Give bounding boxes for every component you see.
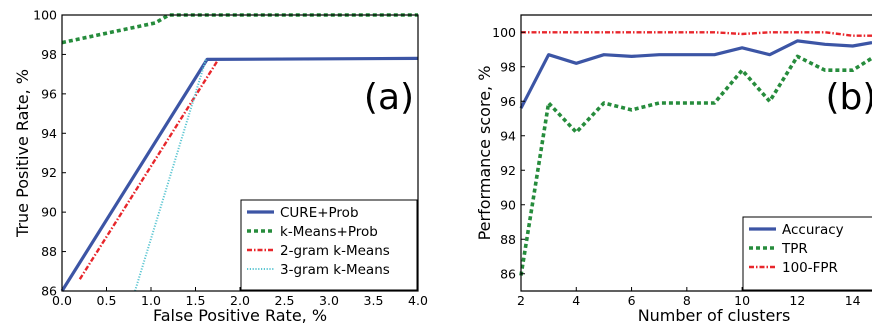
panel-a-x-tick-label: 3.0 <box>319 293 339 308</box>
panel-a-x-tick-label: 2.5 <box>275 293 295 308</box>
panel-a-label: (a) <box>364 77 414 118</box>
panel-b-y-tick-label: 100 <box>492 25 516 40</box>
panel-b-x-tick-label: 14 <box>845 293 861 308</box>
panel-a-legend-entry: k-Means+Prob <box>280 224 378 240</box>
panel-b-x-tick-label: 4 <box>572 293 580 308</box>
panel-b-y-tick-label: 94 <box>500 128 516 143</box>
panel-a-x-axis-label: False Positive Rate, % <box>153 306 327 325</box>
panel-b-y-tick-label: 88 <box>500 232 516 247</box>
panel-b-legend: Accuracy TPR 100-FPR <box>742 216 872 291</box>
panel-b-y-tick-label: 98 <box>500 59 516 74</box>
panel-b-y-axis-label: Performance score, % <box>475 66 494 241</box>
panel-a-y-tick-label: 96 <box>41 86 57 101</box>
panel-a-legend-entry: 2-gram k-Means <box>280 243 390 259</box>
panel-b-x-axis-label: Number of clusters <box>638 306 791 325</box>
panel-b-y-tick-label: 86 <box>500 266 516 281</box>
panel-a-x-tick-label: 2.0 <box>230 293 250 308</box>
panel-a-y-tick-label: 86 <box>41 284 57 299</box>
panel-b-series-line-1 <box>519 39 872 109</box>
panel-a-y-tick-label: 92 <box>41 165 57 180</box>
panel-a-legend-box <box>240 199 418 291</box>
panel-a-y-tick-label: 90 <box>41 205 57 220</box>
panel-a-series-line-4 <box>134 58 208 292</box>
panel-a-legend-entry: CURE+Prob <box>280 205 359 221</box>
panel-a-x-tick-label: 1.5 <box>186 293 206 308</box>
panel-b-legend-entry: TPR <box>781 241 808 257</box>
panel-b-frame <box>520 14 872 292</box>
panel-a-series-line-3 <box>78 59 219 280</box>
panel-b-legend-entry: 100-FPR <box>782 260 838 276</box>
panel-a-y-tick-label: 98 <box>41 47 57 62</box>
panel-a-legend-entry: 3-gram k-Means <box>280 262 390 278</box>
panel-a-y-tick-label: 94 <box>41 126 57 141</box>
panel-a-chart: 0.0 0.5 1.0 1.5 2.0 2.5 3.0 3.5 4.0 86 88 90 92 94 96 9… <box>13 8 428 325</box>
panel-b-x-tick-label: 12 <box>789 293 805 308</box>
panel-a-y-tick-label: 100 <box>33 8 57 23</box>
panel-b-x-tick-label: 8 <box>683 293 691 308</box>
panel-b-x-tick-label: 10 <box>734 293 750 308</box>
panel-b-legend-entry: Accuracy <box>782 222 844 238</box>
panel-a-series <box>60 13 419 292</box>
panel-b-label: (b) <box>826 77 872 118</box>
panel-a-x-tick-label: 3.5 <box>364 293 384 308</box>
panel-a-x-tick-label: 4.0 <box>408 293 428 308</box>
panel-b-x-tick-label: 2 <box>517 293 525 308</box>
panel-b-series <box>519 31 872 276</box>
panel-a-y-tick-label: 88 <box>41 244 57 259</box>
panel-a-series-line-2 <box>61 13 418 45</box>
panel-a-x-tick-label: 0.5 <box>97 293 117 308</box>
panel-a-y-axis-label: True Positive Rate, % <box>13 69 32 238</box>
panel-a-series-line-1 <box>60 56 419 292</box>
panel-b-y-tick-label: 96 <box>500 94 516 109</box>
panel-a-x-tick-label: 1.0 <box>141 293 161 308</box>
panel-b-y-tick-label: 90 <box>500 197 516 212</box>
panel-b-chart: 2 4 6 8 10 12 14 86 88 90 92 94 96 98 100 Number of cl… <box>475 14 872 325</box>
panel-a-legend: CURE+Prob k-Means+Prob 2-gram k-Means 3-gra… <box>240 199 418 291</box>
panel-b-series-line-3 <box>521 31 872 37</box>
panel-a-x-tick-label: 0.0 <box>52 293 72 308</box>
panel-b-series-line-2 <box>519 54 872 276</box>
panel-b-x-tick-label: 6 <box>628 293 636 308</box>
panel-b-y-tick-label: 92 <box>500 163 516 178</box>
